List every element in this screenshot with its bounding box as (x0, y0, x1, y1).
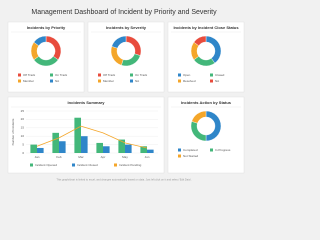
legend-swatch (130, 79, 133, 83)
x-tick-label: Apr (101, 155, 106, 159)
legend-swatch (178, 148, 181, 152)
legend-label: Completed (183, 148, 198, 152)
legend-swatch (72, 163, 75, 167)
y-tick-label: 20 (21, 117, 25, 121)
bar (30, 144, 37, 153)
legend-swatch (210, 79, 213, 83)
legend-label: On Track (135, 73, 148, 77)
dashboard: Management Dashboard of Incident by Prio… (7, 9, 245, 182)
y-tick-label: 5 (22, 142, 24, 146)
legend-label: Member (23, 79, 34, 83)
bar (96, 142, 103, 153)
y-tick-label: 0 (22, 151, 24, 155)
legend-label: NA (55, 79, 59, 83)
legend-label: Closed (215, 73, 225, 77)
line-series (36, 125, 148, 149)
legend-swatch (30, 163, 33, 167)
panel (7, 96, 165, 174)
x-tick-label: Jun (145, 155, 150, 159)
legend-swatch (178, 73, 181, 77)
donut-segment (191, 110, 207, 124)
legend-swatch (18, 79, 21, 83)
panel-title: Incidents by Severity (106, 25, 147, 30)
bar (103, 146, 110, 153)
legend-label: Member (103, 79, 114, 83)
donut-segment (33, 35, 47, 46)
legend-swatch (98, 79, 101, 83)
legend-label: Incident Pending (119, 163, 142, 167)
legend-label: Off Track (23, 73, 36, 77)
legend-swatch (178, 154, 181, 158)
bar (59, 141, 66, 153)
legend-swatch (50, 73, 53, 77)
legend-swatch (178, 79, 181, 83)
legend-label: On Track (55, 73, 68, 77)
bar (125, 144, 132, 153)
panel-title: Incidents Action by Status (181, 100, 232, 105)
bar (74, 117, 81, 153)
y-axis-label: Number of Incidents (11, 118, 15, 145)
bar (52, 132, 59, 153)
legend-swatch (98, 73, 101, 77)
panel-title: Incidents by Incident Close Status (173, 25, 239, 30)
legend-swatch (210, 73, 213, 77)
legend-label: Resolved (183, 79, 196, 83)
panel-title: Incidents by Priority (27, 25, 66, 30)
x-tick-label: Jan (35, 155, 40, 159)
legend-swatch (114, 163, 117, 167)
legend-label: NA (215, 79, 219, 83)
legend-label: NA (135, 79, 139, 83)
bar (81, 136, 88, 153)
legend-label: Not Started (183, 154, 199, 158)
x-tick-label: Feb (56, 155, 62, 159)
legend-label: Off Track (103, 73, 116, 77)
bar (37, 147, 44, 153)
bar (140, 146, 147, 153)
x-tick-label: May (122, 155, 128, 159)
dashboard-title: Management Dashboard of Incident by Prio… (31, 9, 217, 16)
legend-swatch (210, 148, 213, 152)
donut-segment (193, 35, 207, 46)
y-tick-label: 25 (21, 109, 25, 113)
legend-label: Incident Opened (35, 163, 57, 167)
y-tick-label: 10 (21, 134, 25, 138)
legend-label: In Progress (215, 148, 231, 152)
bar (147, 149, 154, 153)
footer-note: This graph/chart is linked to excel, and… (56, 178, 191, 182)
legend-label: Open (183, 73, 191, 77)
legend-swatch (18, 73, 21, 77)
panel-title: Incidents Summary (68, 100, 106, 105)
donut-segment (111, 35, 127, 49)
bar (118, 139, 125, 153)
legend-swatch (130, 73, 133, 77)
legend-label: Incident Closed (77, 163, 98, 167)
legend-swatch (50, 79, 53, 83)
x-tick-label: Mar (78, 155, 83, 159)
y-tick-label: 15 (21, 126, 25, 130)
